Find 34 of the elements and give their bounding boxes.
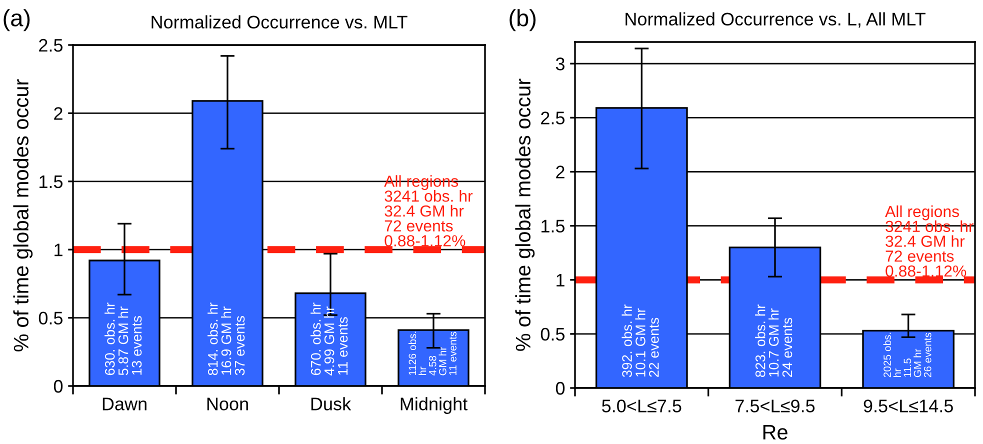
annotation: 392. obs. hr 10.1 GM hr 22 events [622, 304, 659, 378]
y-tick-label: 2 [54, 107, 62, 120]
y-tick-label: 2 [556, 166, 564, 178]
annotation: 2025 obs. hr 11.5 GM hr 26 events [883, 332, 932, 378]
y-axis-title: % of time global modes occur [13, 79, 33, 352]
chart-title: Normalized Occurrence vs. MLT [152, 15, 408, 29]
y-tick-label: 0 [556, 382, 565, 395]
annotation: 670. obs. hr 4.99 GM hr 11 events [310, 302, 348, 376]
text: (a) [4, 9, 30, 32]
x-tick-label: Noon [207, 398, 248, 410]
y-tick-label: 1.5 [542, 220, 565, 233]
y-tick-label: 3 [556, 58, 564, 70]
annotation: 814. obs. hr 16.9 GM hr 37 events [208, 302, 245, 376]
y-tick-label: 0.5 [38, 312, 63, 325]
x-tick-label: Midnight [400, 397, 468, 414]
y-tick-label: 1.5 [40, 176, 63, 188]
annotation: 630. obs. hr 5.87 GM hr 13 events [104, 302, 142, 376]
y-tick-label: 2.5 [39, 38, 63, 52]
x-tick-label: Dawn [102, 398, 146, 410]
chart-title: Normalized Occurrence vs. L, All MLT [626, 12, 926, 28]
x-tick-label: 7.5<L≤9.5 [736, 400, 815, 412]
annotation: 823. obs. hr 10.7 GM hr 24 events [755, 304, 792, 378]
y-tick-label: 2.5 [541, 112, 565, 124]
text: (b) [510, 9, 536, 32]
x-tick-label: 5.0<L≤7.5 [602, 400, 682, 412]
y-tick-label: 0.5 [540, 328, 565, 341]
x-tick-label: 9.5<L≤14.5 [864, 400, 953, 412]
x-axis-title: Re [763, 425, 788, 440]
y-tick-label: 0 [54, 380, 63, 393]
y-axis-title: % of time global modes occur [515, 78, 535, 351]
y-tick-label: 1 [54, 244, 62, 256]
annotation: 1126 obs. hr 4.58 GM hr 11 events [408, 332, 456, 376]
y-tick-label: 1 [556, 274, 564, 286]
x-tick-label: Dusk [311, 397, 352, 410]
